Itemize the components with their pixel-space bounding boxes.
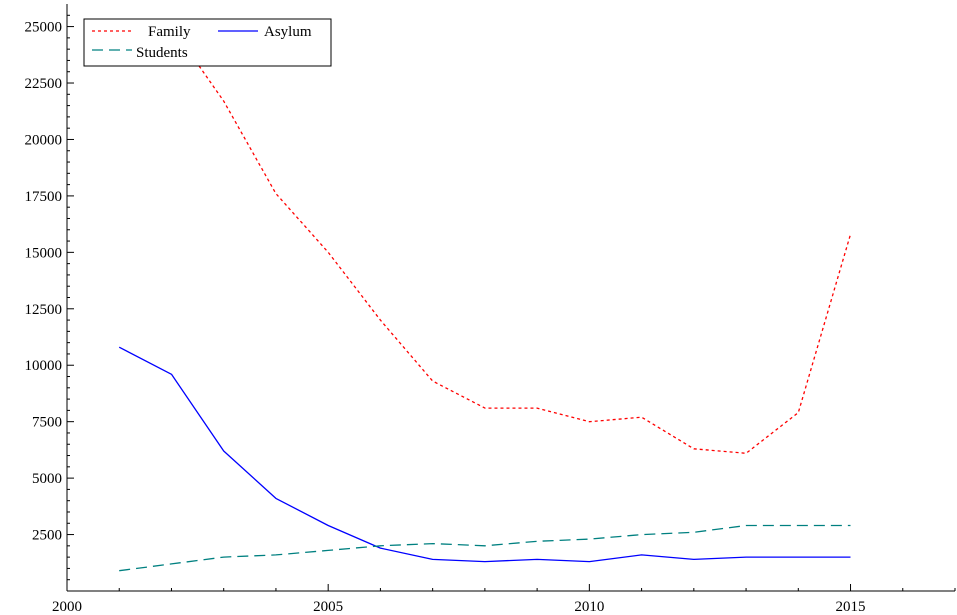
y-tick-label: 15000 (25, 245, 63, 261)
y-tick-label: 10000 (25, 358, 63, 374)
axes (66, 4, 955, 592)
x-tick-label: 2000 (52, 599, 82, 615)
legend-label-family: Family (148, 24, 191, 40)
legend: Family Asylum Students (83, 18, 332, 67)
y-tick-label: 22500 (25, 76, 63, 92)
x-tick-label: 2005 (313, 599, 343, 615)
y-tick-label: 25000 (25, 20, 63, 36)
series-line-asylum (118, 346, 851, 563)
legend-label-asylum: Asylum (264, 24, 312, 40)
x-tick-label: 2015 (836, 599, 866, 615)
y-tick-label: 20000 (25, 132, 63, 148)
series-line-students (119, 524, 851, 572)
y-tick-label: 2500 (32, 528, 62, 544)
y-tick-label: 5000 (32, 471, 62, 487)
x-axis-ticks: 2000 2005 2010 2015 (52, 584, 956, 615)
y-tick-label: 7500 (32, 415, 62, 431)
series-layer (118, 25, 852, 572)
y-tick-label: 12500 (25, 302, 63, 318)
x-tick-label: 2010 (574, 599, 604, 615)
y-axis-ticks: 2500 5000 7500 10000 12500 15000 17500 20000 225… (25, 14, 74, 581)
legend-label-students: Students (136, 45, 188, 61)
series-line-family (118, 25, 852, 454)
y-tick-label: 17500 (25, 189, 63, 205)
legend-box (83, 18, 332, 67)
